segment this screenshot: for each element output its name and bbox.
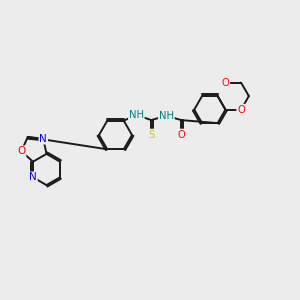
Text: O: O [222,78,229,88]
Text: N: N [39,134,47,144]
Text: N: N [29,172,37,182]
Text: O: O [17,146,26,156]
Text: S: S [148,130,154,140]
Text: O: O [178,130,185,140]
Text: NH: NH [129,110,144,120]
Text: O: O [237,105,245,115]
Text: NH: NH [159,111,174,121]
